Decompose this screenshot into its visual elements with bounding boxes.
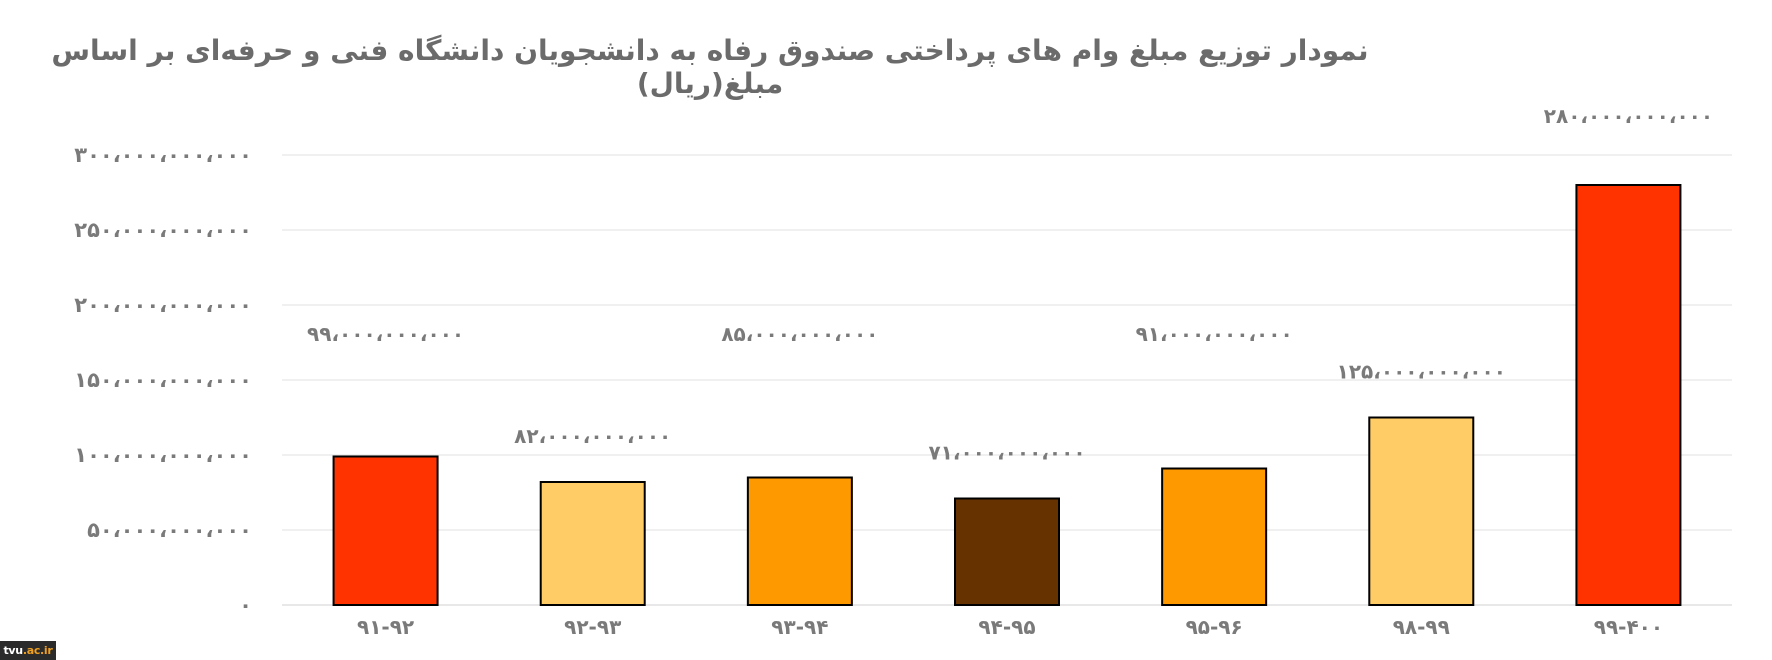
y-tick-label: ۲۰۰،۰۰۰،۰۰۰،۰۰۰ (74, 293, 252, 317)
bar (954, 497, 1060, 606)
x-tick-label: ۹۱-۹۲ (357, 615, 414, 639)
site-watermark-logo: tvu.ac.ir (0, 641, 56, 660)
bar (1161, 467, 1268, 606)
x-tick-label: ۹۳-۹۴ (771, 615, 828, 639)
y-tick-label: ۱۰۰،۰۰۰،۰۰۰،۰۰۰ (74, 443, 252, 467)
y-axis-ticks: ۰ ۵۰،۰۰۰،۰۰۰،۰۰۰ ۱۰۰،۰۰۰،۰۰۰،۰۰۰ ۱۵۰،۰۰۰،۰۰… (74, 143, 252, 617)
y-tick-label: ۳۰۰،۰۰۰،۰۰۰،۰۰۰ (74, 143, 252, 167)
data-label: ۹۱،۰۰۰،۰۰۰،۰۰۰ (1136, 322, 1293, 346)
bar (539, 481, 646, 606)
bar (332, 455, 439, 606)
gridlines (282, 154, 1732, 606)
x-axis-ticks: ۹۱-۹۲ ۹۲-۹۳ ۹۳-۹۴ ۹۴-۹۵ ۹۵-۹۶ ۹۸-۹۹ ۹۹-۴۰۰ (357, 615, 1663, 639)
watermark-domain: .ac.ir (22, 644, 53, 657)
watermark-prefix: tvu (3, 644, 23, 657)
data-label: ۸۵،۰۰۰،۰۰۰،۰۰۰ (721, 322, 878, 346)
y-tick-label: ۱۵۰،۰۰۰،۰۰۰،۰۰۰ (74, 368, 252, 392)
chart-title: نمودار توزیع مبلغ وام های پرداختی صندوق … (51, 34, 1369, 100)
data-label: ۷۱،۰۰۰،۰۰۰،۰۰۰ (928, 441, 1085, 465)
x-tick-label: ۹۸-۹۹ (1393, 615, 1450, 639)
x-tick-label: ۹۲-۹۳ (564, 615, 621, 639)
bar (1368, 416, 1475, 606)
data-label: ۸۲،۰۰۰،۰۰۰،۰۰۰ (514, 424, 671, 448)
y-tick-label: ۵۰،۰۰۰،۰۰۰،۰۰۰ (87, 518, 252, 542)
x-tick-label: ۹۹-۴۰۰ (1594, 615, 1663, 639)
bar (1575, 184, 1682, 606)
y-tick-label: ۰ (239, 593, 252, 617)
x-tick-label: ۹۴-۹۵ (978, 615, 1035, 639)
data-label: ۱۲۵،۰۰۰،۰۰۰،۰۰۰ (1337, 360, 1506, 384)
bar (746, 476, 853, 606)
data-labels: ۹۹،۰۰۰،۰۰۰،۰۰۰ ۸۲،۰۰۰،۰۰۰،۰۰۰ ۸۵،۰۰۰،۰۰۰،۰… (307, 104, 1713, 465)
y-tick-label: ۲۵۰،۰۰۰،۰۰۰،۰۰۰ (74, 218, 252, 242)
bars (332, 184, 1682, 606)
data-label: ۹۹،۰۰۰،۰۰۰،۰۰۰ (307, 322, 464, 346)
x-tick-label: ۹۵-۹۶ (1186, 615, 1243, 639)
data-label: ۲۸۰،۰۰۰،۰۰۰،۰۰۰ (1544, 104, 1713, 128)
